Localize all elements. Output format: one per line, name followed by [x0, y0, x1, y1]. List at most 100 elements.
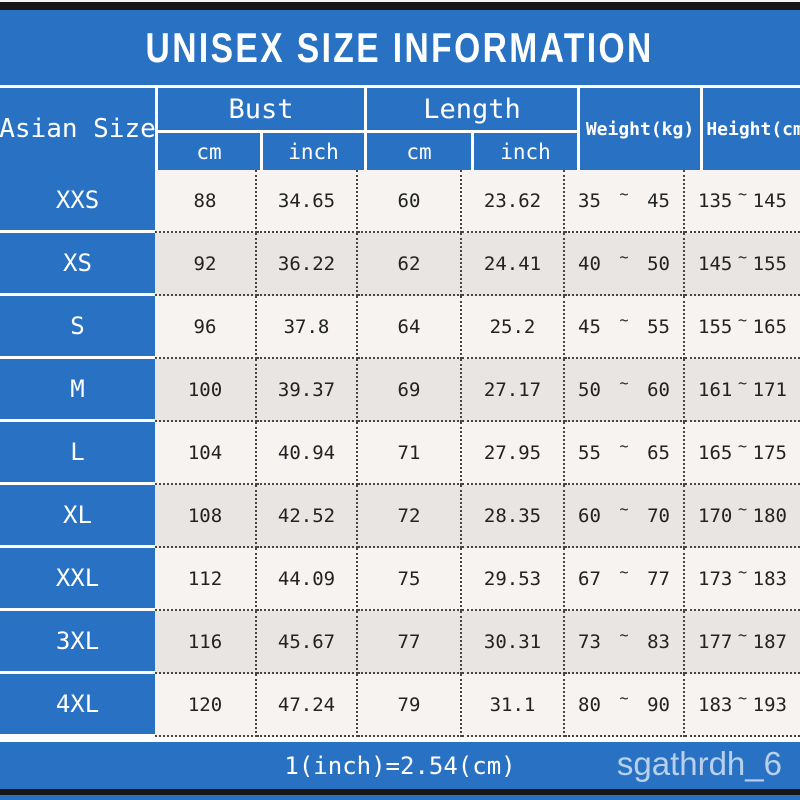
- tilde-separator: ~: [737, 562, 748, 581]
- length-cm-value: 77: [358, 611, 462, 674]
- height-range: 155 ~165: [685, 296, 800, 359]
- weight-range: 73 ~83: [565, 611, 685, 674]
- bust-inch-value: 39.37: [257, 359, 358, 422]
- length-cm-value: 60: [358, 170, 462, 233]
- bust-cm-value: 100: [155, 359, 257, 422]
- bust-cm-value: 96: [155, 296, 257, 359]
- height-range: 173 ~183: [685, 548, 800, 611]
- weight-min: 60: [578, 504, 601, 527]
- length-inch-value: 27.17: [462, 359, 565, 422]
- tilde-separator: ~: [619, 310, 629, 329]
- title-band: UNISEX SIZE INFORMATION: [0, 10, 800, 85]
- bust-inch-value: 36.22: [257, 233, 358, 296]
- height-min: 177: [698, 630, 733, 653]
- column-header-height: Height(cm): [703, 88, 800, 170]
- table-row-m: M 100 39.37 69 27.17 50 ~60 161 ~171: [0, 359, 800, 422]
- weight-max: 77: [647, 567, 670, 590]
- row-size-label: XXS: [0, 170, 155, 233]
- height-min: 155: [698, 315, 733, 338]
- bust-cm-value: 104: [155, 422, 257, 485]
- tilde-separator: ~: [619, 562, 629, 581]
- weight-min: 55: [578, 441, 601, 464]
- column-header-weight: Weight(kg): [580, 88, 700, 170]
- tilde-separator: ~: [737, 310, 748, 329]
- length-inch-value: 27.95: [462, 422, 565, 485]
- height-max: 155: [752, 252, 787, 275]
- length-inch-value: 29.53: [462, 548, 565, 611]
- height-min: 161: [698, 378, 733, 401]
- row-size-label: XXL: [0, 548, 155, 611]
- table-row-xxs: XXS 88 34.65 60 23.62 35 ~45 135 ~145: [0, 170, 800, 233]
- length-inch-value: 28.35: [462, 485, 565, 548]
- bust-inch-value: 44.09: [257, 548, 358, 611]
- bust-cm-value: 108: [155, 485, 257, 548]
- subheader-bust-cm: cm: [158, 133, 260, 170]
- length-cm-value: 71: [358, 422, 462, 485]
- tilde-separator: ~: [737, 184, 748, 203]
- weight-min: 73: [578, 630, 601, 653]
- table-row-xxl: XXL 112 44.09 75 29.53 67 ~77 173 ~183: [0, 548, 800, 611]
- tilde-separator: ~: [619, 499, 629, 518]
- tilde-separator: ~: [619, 247, 629, 266]
- table-body: XXS 88 34.65 60 23.62 35 ~45 135 ~145 XS 9…: [0, 170, 800, 737]
- row-size-label: S: [0, 296, 155, 359]
- height-range: 183 ~193: [685, 674, 800, 737]
- subheader-length-inch: inch: [474, 133, 577, 170]
- weight-max: 65: [647, 441, 670, 464]
- length-inch-value: 23.62: [462, 170, 565, 233]
- top-black-strip: [0, 2, 800, 10]
- column-header-asian-size: Asian Size: [0, 88, 156, 170]
- bust-inch-value: 45.67: [257, 611, 358, 674]
- length-cm-value: 69: [358, 359, 462, 422]
- subheader-length-cm: cm: [367, 133, 471, 170]
- weight-max: 83: [647, 630, 670, 653]
- length-cm-value: 75: [358, 548, 462, 611]
- row-size-label: XL: [0, 485, 155, 548]
- tilde-separator: ~: [619, 373, 629, 392]
- tilde-separator: ~: [619, 688, 629, 707]
- height-min: 135: [698, 189, 733, 212]
- bust-inch-value: 40.94: [257, 422, 358, 485]
- row-size-label: 4XL: [0, 674, 155, 737]
- height-range: 177 ~187: [685, 611, 800, 674]
- bottom-black-strip: [0, 789, 800, 795]
- weight-range: 40 ~50: [565, 233, 685, 296]
- tilde-separator: ~: [619, 184, 629, 203]
- length-inch-value: 30.31: [462, 611, 565, 674]
- height-max: 145: [752, 189, 787, 212]
- height-range: 165 ~175: [685, 422, 800, 485]
- length-inch-value: 31.1: [462, 674, 565, 737]
- weight-range: 35 ~45: [565, 170, 685, 233]
- footer-gap: [0, 737, 800, 742]
- row-size-label: M: [0, 359, 155, 422]
- weight-max: 60: [647, 378, 670, 401]
- length-cm-value: 62: [358, 233, 462, 296]
- tilde-separator: ~: [737, 688, 748, 707]
- bust-cm-value: 88: [155, 170, 257, 233]
- tilde-separator: ~: [619, 436, 629, 455]
- bust-cm-value: 112: [155, 548, 257, 611]
- bust-inch-value: 42.52: [257, 485, 358, 548]
- length-cm-value: 79: [358, 674, 462, 737]
- height-min: 173: [698, 567, 733, 590]
- bust-cm-value: 92: [155, 233, 257, 296]
- weight-max: 55: [647, 315, 670, 338]
- footer-band: 1(inch)=2.54(cm) sgathrdh_6: [0, 742, 800, 789]
- length-inch-value: 24.41: [462, 233, 565, 296]
- height-max: 165: [752, 315, 787, 338]
- table-row-4xl: 4XL 120 47.24 79 31.1 80 ~90 183 ~193: [0, 674, 800, 737]
- conversion-note: 1(inch)=2.54(cm): [284, 751, 516, 780]
- weight-max: 50: [647, 252, 670, 275]
- weight-range: 50 ~60: [565, 359, 685, 422]
- top-edge-line: [0, 0, 800, 2]
- length-cm-value: 72: [358, 485, 462, 548]
- weight-max: 70: [647, 504, 670, 527]
- weight-max: 45: [647, 189, 670, 212]
- table-row-xl: XL 108 42.52 72 28.35 60 ~70 170 ~180: [0, 485, 800, 548]
- height-max: 187: [752, 630, 787, 653]
- height-max: 183: [752, 567, 787, 590]
- height-max: 171: [752, 378, 787, 401]
- weight-min: 45: [578, 315, 601, 338]
- table-row-l: L 104 40.94 71 27.95 55 ~65 165 ~175: [0, 422, 800, 485]
